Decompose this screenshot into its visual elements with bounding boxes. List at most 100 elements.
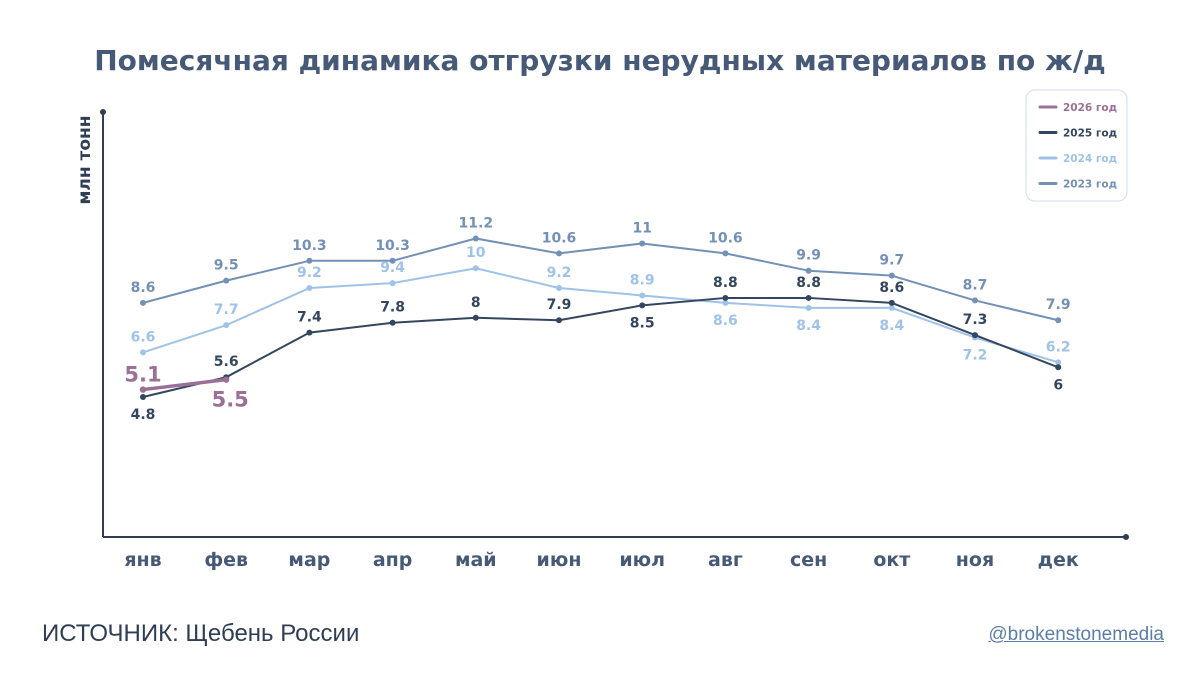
data-point-2023 <box>223 277 230 284</box>
data-point-2024 <box>1055 359 1062 366</box>
data-point-2023 <box>556 250 562 257</box>
y-axis-end-dot <box>100 109 106 115</box>
data-point-2024 <box>140 349 146 356</box>
data-label-2024: 10 <box>466 245 486 261</box>
x-tick-label: июн <box>537 549 582 571</box>
data-label-2023: 9.9 <box>796 248 821 264</box>
data-point-2023 <box>140 299 146 306</box>
data-label-2025: 8.8 <box>713 275 738 291</box>
data-label-2023: 8.7 <box>963 277 988 293</box>
data-label-2024: 9.2 <box>297 265 322 281</box>
data-point-2024 <box>472 265 479 272</box>
data-point-2023 <box>972 297 978 304</box>
data-label-2024: 7.2 <box>963 348 988 364</box>
data-point-2024 <box>306 285 313 292</box>
data-point-2025 <box>140 394 146 400</box>
x-tick-label: фев <box>204 549 248 571</box>
series-line-2026 <box>141 377 228 392</box>
data-point-2024 <box>805 304 812 311</box>
data-point-2023 <box>805 267 812 274</box>
x-axis-end-dot <box>1123 534 1129 540</box>
data-point-2023 <box>722 250 729 257</box>
data-label-2023: 10.3 <box>375 238 410 254</box>
x-tick-label: июл <box>619 549 665 571</box>
data-label-2024: 6.6 <box>131 329 156 345</box>
data-point-2024 <box>888 304 895 311</box>
data-label-2025: 8 <box>471 295 481 311</box>
data-label-2025: 6 <box>1053 377 1063 393</box>
x-tick-label: окт <box>873 549 910 571</box>
chart-title: Помесячная динамика отгрузки нерудных ма… <box>94 44 1106 77</box>
legend-label-2023: 2023 год <box>1063 179 1117 191</box>
data-point-2025 <box>472 314 479 321</box>
data-label-2023: 9.5 <box>214 258 239 274</box>
legend-box <box>1025 89 1128 202</box>
legend: 2026 год 2025 год 2024 год 2023 год <box>1025 89 1128 202</box>
data-label-2024: 8.6 <box>713 313 738 329</box>
data-label-2023: 10.6 <box>542 230 577 246</box>
data-point-2023 <box>306 257 313 264</box>
x-tick-label: авг <box>708 549 743 571</box>
series-layer <box>139 235 1062 400</box>
data-point-2026 <box>139 386 147 393</box>
data-point-2023 <box>888 272 895 279</box>
data-point-2024 <box>722 299 729 306</box>
data-label-2024: 9.4 <box>380 260 405 276</box>
data-point-2023 <box>1055 317 1062 324</box>
data-label-2023: 11 <box>632 220 651 236</box>
data-label-2023: 10.6 <box>708 230 743 246</box>
data-label-2024: 9.2 <box>547 265 572 281</box>
x-tick-label: янв <box>124 549 161 571</box>
data-label-2025: 7.8 <box>380 300 405 316</box>
series-line-2023 <box>142 237 1060 322</box>
data-label-2024: 8.9 <box>630 272 655 288</box>
data-point-2025 <box>389 319 396 326</box>
data-label-2025: 8.5 <box>630 315 655 331</box>
data-label-2024: 8.4 <box>879 318 904 334</box>
data-label-2025: 8.6 <box>879 280 904 296</box>
legend-label-2025: 2025 год <box>1063 128 1117 140</box>
data-point-2025 <box>556 317 562 324</box>
legend-label-2024: 2024 год <box>1063 153 1117 165</box>
data-point-2026 <box>223 376 230 383</box>
data-label-2024: 6.2 <box>1046 339 1071 355</box>
data-point-2023 <box>639 240 646 247</box>
x-axis-ticks: янв фев мар апр май июн июл авг сен окт ноя дек <box>124 549 1079 571</box>
data-point-2025 <box>1055 364 1062 371</box>
data-point-2024 <box>556 285 562 292</box>
data-point-2024 <box>639 292 646 299</box>
data-labels-layer: 8.6 9.5 10.3 10.3 11.2 10.6 11 10.6 9.9 9.7 8.7 7.9… <box>124 216 1070 424</box>
data-label-2025: 7.3 <box>963 312 988 328</box>
data-label-2023: 8.6 <box>131 280 156 296</box>
data-point-2024 <box>223 322 230 329</box>
x-tick-label: сен <box>790 549 827 571</box>
series-line-2024 <box>142 267 1060 364</box>
x-tick-label: мар <box>288 549 330 571</box>
data-point-2025 <box>805 294 812 301</box>
author-handle-link[interactable]: @brokenstonemedia <box>988 624 1164 645</box>
data-point-2025 <box>639 302 646 309</box>
x-tick-label: май <box>455 549 497 571</box>
source-caption: ИСТОЧНИК: Щебень России <box>42 620 360 647</box>
data-point-2023 <box>389 257 396 264</box>
data-label-2025: 4.8 <box>131 407 156 423</box>
data-label-2026: 5.5 <box>212 388 249 412</box>
data-label-2024: 8.4 <box>796 318 821 334</box>
data-point-2025 <box>972 332 978 339</box>
y-axis-label: млн тонн <box>75 115 95 204</box>
data-label-2025: 5.6 <box>214 354 239 370</box>
data-label-2025: 7.9 <box>547 297 572 313</box>
data-point-2024 <box>389 280 396 287</box>
data-label-2025: 7.4 <box>297 310 322 326</box>
data-label-2024: 7.7 <box>214 302 239 318</box>
x-tick-label: дек <box>1038 549 1079 571</box>
x-tick-label: ноя <box>956 549 994 571</box>
data-label-2025: 8.8 <box>796 275 821 291</box>
series-line-2025 <box>142 296 1060 398</box>
x-tick-label: апр <box>373 549 413 571</box>
data-label-2026: 5.1 <box>124 363 161 387</box>
data-label-2023: 11.2 <box>459 216 494 232</box>
legend-label-2026: 2026 год <box>1063 102 1117 114</box>
data-point-2025 <box>888 299 895 306</box>
